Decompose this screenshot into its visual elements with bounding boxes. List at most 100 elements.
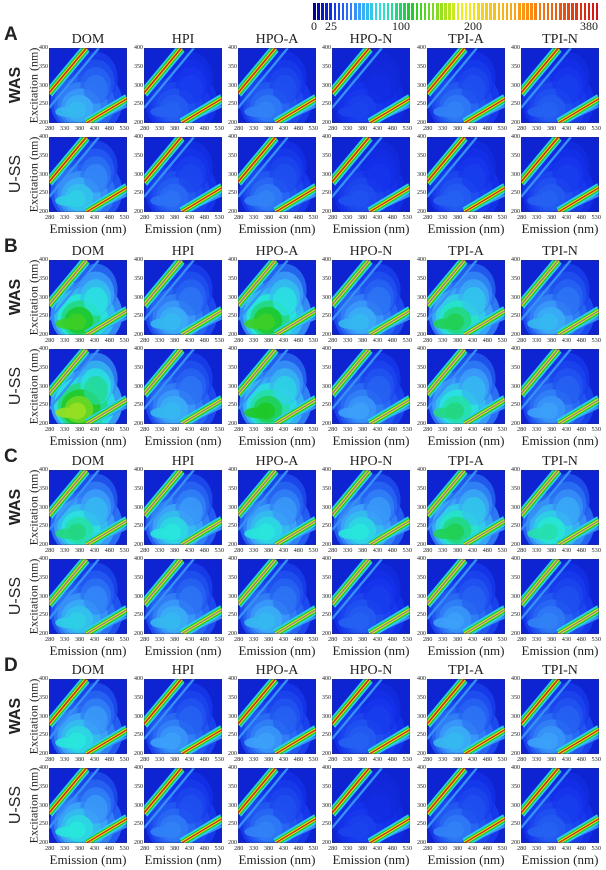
y-tick-label: 300 [228, 713, 237, 720]
second-order-scatter-band [369, 186, 410, 212]
y-tick-label: 350 [322, 364, 331, 371]
x-tick-label: 380 [169, 337, 180, 344]
column-title: HPI [171, 244, 195, 259]
rayleigh-scatter-band [427, 559, 465, 605]
y-tick-label: 200 [228, 332, 237, 338]
x-tick-label: 280 [234, 337, 244, 344]
x-tick-label: 280 [328, 214, 338, 221]
x-tick-label: 280 [328, 547, 338, 554]
x-tick-label: 480 [104, 426, 115, 433]
x-axis-title: Emission (nm) [332, 221, 410, 236]
rayleigh-scatter-band [332, 768, 370, 814]
x-tick-label: 280 [517, 426, 527, 433]
secondary-scatter-line [144, 260, 195, 321]
y-tick-label: 250 [322, 821, 331, 828]
second-order-scatter-band [86, 728, 127, 754]
y-tick-label: 400 [511, 765, 520, 771]
x-tick-label: 330 [437, 426, 448, 433]
peak-region [55, 826, 81, 837]
plot-area [49, 48, 127, 123]
y-tick-label: 200 [134, 631, 143, 637]
eem-panel [49, 679, 127, 754]
secondary-scatter-line [144, 48, 195, 109]
colorbar-segment [378, 3, 382, 20]
secondary-scatter-line [49, 559, 100, 620]
x-tick-label: 530 [591, 426, 601, 433]
y-tick-label: 300 [39, 802, 48, 809]
rayleigh-scatter-band [49, 349, 87, 395]
colorbar-segment [337, 3, 341, 20]
x-tick-label: 280 [45, 845, 55, 852]
x-tick-label: 380 [169, 426, 180, 433]
eem-panel [238, 260, 316, 335]
y-tick-label: 400 [322, 556, 331, 562]
eem-panel [521, 137, 599, 212]
plot-area [427, 768, 505, 843]
eem-panel [332, 137, 410, 212]
y-tick-label: 250 [134, 821, 143, 828]
x-tick-label: 380 [169, 845, 180, 852]
y-tick-label: 200 [134, 840, 143, 846]
x-tick-labels: 280 330 380 430 480 530 [45, 845, 129, 852]
x-tick-labels: 280 330 380 430 480 530 [234, 125, 318, 132]
y-tick-label: 400 [417, 467, 426, 473]
y-tick-label: 300 [322, 713, 331, 720]
eem-panel [144, 768, 222, 843]
x-tick-label: 280 [234, 214, 244, 221]
y-tick-label: 400 [134, 134, 143, 140]
colorbar-segment [444, 3, 447, 20]
x-tick-labels: 280 330 380 430 480 530 [423, 636, 507, 643]
second-order-scatter-band [181, 309, 222, 335]
secondary-scatter-line [49, 349, 100, 410]
y-tick-label: 200 [228, 542, 237, 548]
y-tick-label: 250 [39, 313, 48, 320]
x-tick-label: 380 [74, 636, 85, 643]
x-tick-label: 380 [357, 636, 368, 643]
plot-area [521, 137, 599, 212]
x-tick-label: 480 [387, 636, 398, 643]
x-tick-label: 330 [59, 547, 70, 554]
x-tick-label: 430 [89, 845, 100, 852]
plot-area [427, 679, 505, 754]
y-tick-label: 250 [322, 313, 331, 320]
x-tick-label: 380 [169, 125, 180, 132]
y-tick-label: 350 [39, 783, 48, 790]
y-tick-label: 300 [511, 713, 520, 720]
contour-level [555, 375, 580, 405]
colorbar-segment [407, 3, 410, 20]
plot-area [49, 260, 127, 335]
second-order-scatter-band [558, 519, 599, 545]
y-tick-label: 400 [134, 676, 143, 682]
colorbar-segment [587, 3, 591, 20]
x-tick-label: 430 [467, 845, 478, 852]
y-tick-label: 300 [228, 171, 237, 178]
colorbar-segment [579, 3, 583, 20]
rayleigh-scatter-band [427, 260, 465, 306]
plot-area [427, 559, 505, 634]
x-tick-label: 380 [263, 636, 274, 643]
eem-panel [49, 349, 127, 424]
peak-region [150, 617, 176, 628]
peak-region [55, 737, 81, 748]
peak-region [527, 407, 553, 418]
second-order-scatter-band [181, 817, 222, 843]
y-tick-label: 300 [417, 294, 426, 301]
colorbar-segment [329, 3, 332, 20]
rayleigh-scatter-band [238, 470, 276, 516]
x-tick-labels: 280 330 380 430 480 530 [234, 337, 318, 344]
x-tick-label: 530 [497, 125, 507, 132]
x-tick-label: 330 [437, 337, 448, 344]
rayleigh-scatter-band [144, 768, 182, 814]
y-tick-label: 350 [322, 63, 331, 70]
x-tick-label: 280 [517, 845, 527, 852]
y-tick-label: 200 [134, 751, 143, 757]
x-tick-label: 380 [452, 426, 463, 433]
y-tick-label: 350 [134, 152, 143, 159]
column-title: HPO-N [349, 244, 393, 259]
y-tick-label: 400 [39, 134, 48, 140]
contour-level [272, 163, 297, 193]
peak-region [527, 617, 553, 628]
plot-area [332, 260, 410, 335]
y-tick-label: 300 [134, 504, 143, 511]
x-tick-labels: 280 330 380 430 480 530 [140, 756, 224, 763]
